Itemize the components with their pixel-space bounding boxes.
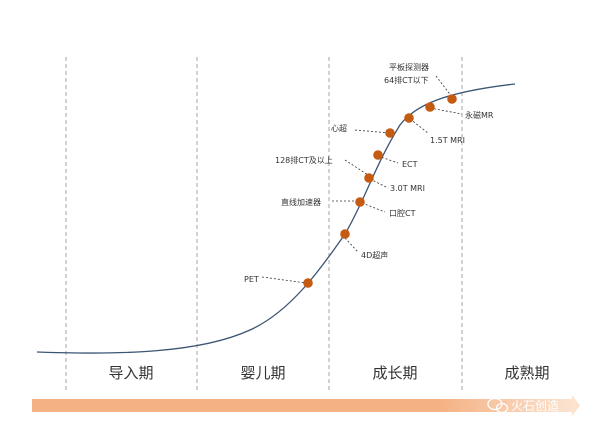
point-permanent-mr [425,102,435,112]
point-label: 128排CT及以上 [275,155,333,165]
point-label: 3.0T MRI [390,184,425,193]
lifecycle-curve [36,83,516,354]
point-label: 直线加速器 [281,197,321,207]
data-points [303,94,457,288]
watermark: 火石创造 [487,397,559,414]
point-pet [303,278,313,288]
wechat-icon [487,397,509,414]
point-3t-mri [364,173,374,183]
point-label: PET [244,275,259,284]
timeline-arrow [32,395,580,416]
point-label: ECT [402,160,418,169]
stage-label: 成熟期 [504,364,549,382]
stage-label: 成长期 [372,364,417,382]
point-label: 口腔CT [389,208,416,218]
point-label: 1.5T MRI [430,136,465,145]
point-linac [355,197,365,207]
point-flat-panel [447,94,457,104]
point-echo [385,128,395,138]
point-label: 心超 [331,123,347,133]
point-label: 4D超声 [361,250,388,260]
stage-dividers [65,57,463,390]
point-4d-ultrasound [340,229,350,239]
point-label: 永磁MR [465,110,494,120]
watermark-text: 火石创造 [511,399,559,413]
point-label: 平板探测器 [389,62,429,72]
point-label: 64排CT以下 [384,75,429,85]
point-labels: PET 4D超声 直线加速器 口腔CT 3.0T MRI 128排CT及以上 E… [244,62,494,284]
leader-lines [261,75,463,284]
point-ect [373,150,383,160]
stage-labels: 导入期 婴儿期 成长期 成熟期 [108,364,549,382]
stage-label: 婴儿期 [240,364,285,382]
stage-label: 导入期 [108,364,153,382]
point-15t-mri [404,113,414,123]
